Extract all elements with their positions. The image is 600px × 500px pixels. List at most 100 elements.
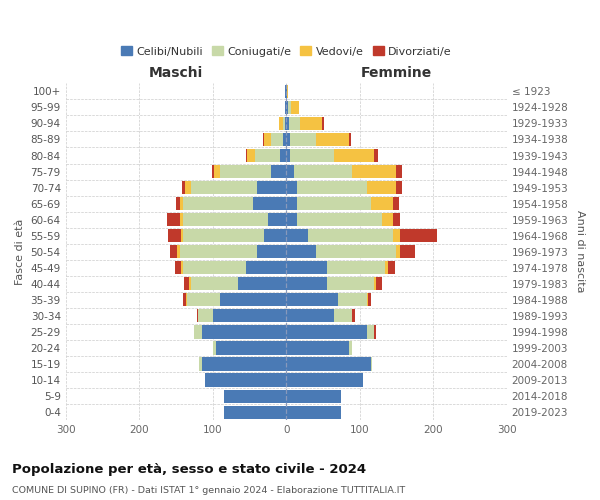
- Bar: [179, 245, 257, 258]
- Bar: [191, 181, 257, 194]
- Bar: [183, 213, 268, 226]
- Bar: [264, 133, 271, 146]
- Bar: [286, 117, 289, 130]
- Bar: [292, 101, 299, 114]
- Bar: [246, 149, 247, 162]
- Bar: [286, 197, 297, 210]
- Bar: [322, 117, 323, 130]
- Bar: [283, 117, 285, 130]
- Bar: [176, 197, 179, 210]
- Bar: [257, 181, 286, 194]
- Bar: [181, 261, 183, 274]
- Bar: [286, 310, 334, 322]
- Text: Femmine: Femmine: [361, 66, 432, 80]
- Bar: [367, 181, 397, 194]
- Bar: [253, 197, 286, 210]
- Bar: [286, 229, 308, 242]
- Bar: [212, 310, 286, 322]
- Text: COMUNE DI SUPINO (FR) - Dati ISTAT 1° gennaio 2024 - Elaborazione TUTTITALIA.IT: COMUNE DI SUPINO (FR) - Dati ISTAT 1° ge…: [12, 486, 405, 495]
- Bar: [286, 245, 316, 258]
- Bar: [268, 213, 286, 226]
- Bar: [181, 229, 183, 242]
- Bar: [246, 261, 286, 274]
- Bar: [202, 358, 286, 370]
- Bar: [286, 390, 341, 402]
- Bar: [393, 197, 398, 210]
- Bar: [179, 197, 183, 210]
- Bar: [247, 149, 254, 162]
- Bar: [212, 165, 214, 178]
- Bar: [183, 229, 264, 242]
- Bar: [286, 277, 326, 290]
- Bar: [287, 101, 292, 114]
- Bar: [290, 149, 334, 162]
- Bar: [349, 342, 352, 354]
- Bar: [167, 213, 181, 226]
- Bar: [297, 181, 367, 194]
- Bar: [224, 390, 286, 402]
- Bar: [393, 213, 400, 226]
- Bar: [224, 406, 286, 418]
- Bar: [175, 261, 181, 274]
- Bar: [187, 294, 220, 306]
- Bar: [368, 294, 371, 306]
- Bar: [257, 245, 286, 258]
- Bar: [285, 117, 286, 130]
- Text: Maschi: Maschi: [149, 66, 203, 80]
- Bar: [254, 149, 280, 162]
- Bar: [286, 374, 364, 386]
- Bar: [300, 117, 322, 130]
- Bar: [264, 229, 286, 242]
- Bar: [397, 245, 400, 258]
- Bar: [326, 277, 374, 290]
- Bar: [367, 294, 368, 306]
- Bar: [271, 165, 286, 178]
- Bar: [286, 342, 349, 354]
- Bar: [286, 165, 293, 178]
- Bar: [194, 326, 202, 338]
- Bar: [205, 374, 286, 386]
- Bar: [212, 342, 217, 354]
- Bar: [326, 261, 385, 274]
- Bar: [283, 133, 286, 146]
- Bar: [202, 326, 286, 338]
- Bar: [374, 277, 376, 290]
- Bar: [184, 277, 189, 290]
- Bar: [393, 229, 400, 242]
- Bar: [286, 133, 290, 146]
- Bar: [183, 197, 253, 210]
- Bar: [238, 277, 286, 290]
- Bar: [338, 294, 367, 306]
- Bar: [316, 245, 397, 258]
- Bar: [297, 197, 371, 210]
- Bar: [178, 245, 179, 258]
- Bar: [263, 133, 264, 146]
- Bar: [286, 294, 338, 306]
- Bar: [191, 277, 238, 290]
- Bar: [371, 358, 372, 370]
- Legend: Celibi/Nubili, Coniugati/e, Vedovi/e, Divorziati/e: Celibi/Nubili, Coniugati/e, Vedovi/e, Di…: [116, 42, 456, 61]
- Bar: [289, 117, 300, 130]
- Bar: [371, 197, 393, 210]
- Bar: [286, 181, 297, 194]
- Bar: [352, 310, 355, 322]
- Bar: [349, 133, 351, 146]
- Bar: [376, 277, 382, 290]
- Bar: [286, 406, 341, 418]
- Y-axis label: Anni di nascita: Anni di nascita: [575, 210, 585, 293]
- Bar: [168, 229, 181, 242]
- Bar: [334, 310, 352, 322]
- Bar: [286, 213, 297, 226]
- Bar: [290, 133, 316, 146]
- Bar: [181, 213, 183, 226]
- Bar: [374, 149, 378, 162]
- Bar: [170, 245, 178, 258]
- Bar: [198, 310, 212, 322]
- Bar: [287, 85, 289, 98]
- Bar: [186, 294, 187, 306]
- Bar: [199, 358, 202, 370]
- Bar: [388, 261, 395, 274]
- Bar: [316, 133, 349, 146]
- Bar: [308, 229, 393, 242]
- Bar: [352, 165, 397, 178]
